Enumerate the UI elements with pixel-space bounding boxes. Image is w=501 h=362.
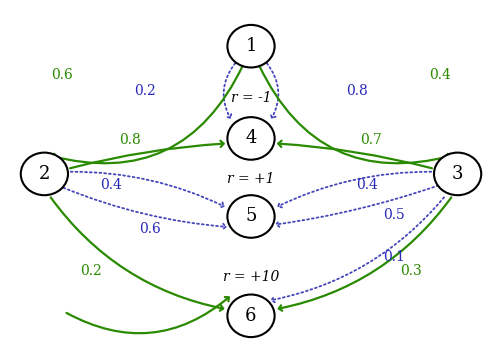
Ellipse shape <box>227 25 274 67</box>
Text: 0.8: 0.8 <box>119 133 141 147</box>
Text: 4: 4 <box>245 130 256 147</box>
Text: 2: 2 <box>39 165 50 183</box>
Ellipse shape <box>433 153 480 195</box>
Text: 6: 6 <box>245 307 256 325</box>
Text: 0.3: 0.3 <box>399 265 421 278</box>
Text: 0.6: 0.6 <box>139 222 161 236</box>
Text: 0.2: 0.2 <box>80 265 102 278</box>
Text: 5: 5 <box>245 207 256 226</box>
Text: 0.1: 0.1 <box>382 250 404 264</box>
Text: 0.8: 0.8 <box>345 84 367 97</box>
Text: r = +1: r = +1 <box>227 172 274 186</box>
Ellipse shape <box>227 117 274 160</box>
Text: 0.4: 0.4 <box>429 68 450 81</box>
Text: r = -1: r = -1 <box>230 90 271 105</box>
Text: 0.2: 0.2 <box>134 84 156 97</box>
Ellipse shape <box>227 195 274 238</box>
Text: 0.4: 0.4 <box>355 177 377 191</box>
Ellipse shape <box>227 295 274 337</box>
Text: 3: 3 <box>451 165 462 183</box>
Text: 0.7: 0.7 <box>360 133 382 147</box>
Text: 0.5: 0.5 <box>382 208 404 222</box>
Text: r = +10: r = +10 <box>222 270 279 284</box>
Text: 1: 1 <box>245 37 256 55</box>
Text: 0.6: 0.6 <box>51 68 72 81</box>
Text: 0.4: 0.4 <box>100 177 121 191</box>
Ellipse shape <box>21 153 68 195</box>
